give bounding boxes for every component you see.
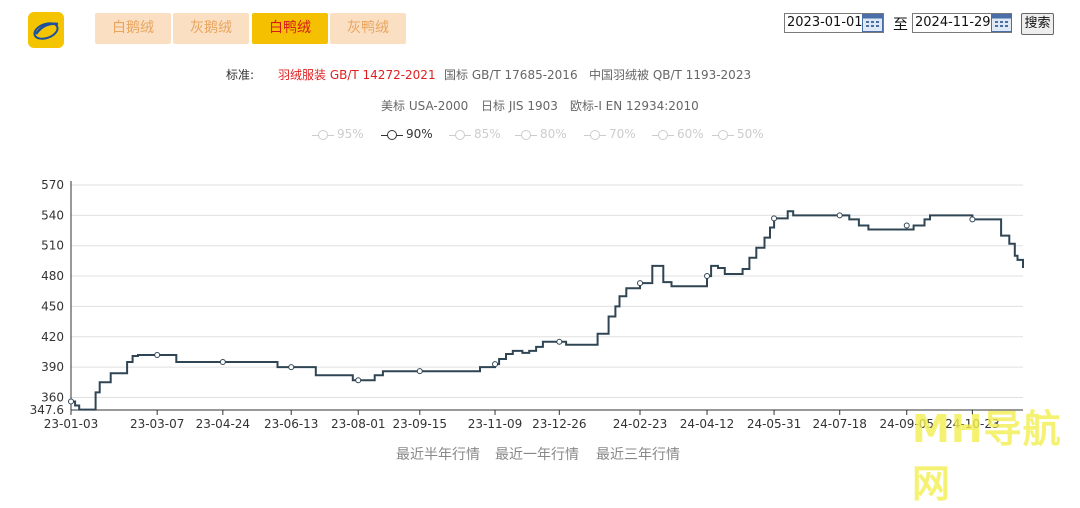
x-tick-label: 24-02-23 xyxy=(613,417,667,431)
category-tab[interactable]: 白鸭绒 xyxy=(252,13,328,44)
x-tick-label: 23-08-01 xyxy=(331,417,385,431)
series-line-90 xyxy=(71,210,1024,411)
data-point-marker xyxy=(219,359,226,366)
standard-link[interactable]: 欧标-I EN 12934:2010 xyxy=(570,99,699,113)
legend-item[interactable]: 95% xyxy=(312,127,364,141)
legend-label: 95% xyxy=(337,127,364,141)
legend-marker-icon xyxy=(584,129,606,141)
calendar-icon[interactable] xyxy=(991,14,1012,32)
legend-marker-icon xyxy=(449,129,471,141)
data-point-marker xyxy=(154,351,161,358)
range-half-year-link[interactable]: 最近半年行情 xyxy=(396,447,480,463)
y-tick-label: 450 xyxy=(41,299,64,313)
x-tick-label: 24-10-23 xyxy=(945,417,999,431)
x-tick-label: 23-01-03 xyxy=(44,417,98,431)
x-tick-label: 23-03-07 xyxy=(130,417,184,431)
legend-marker-icon xyxy=(515,129,537,141)
y-tick-label: 570 xyxy=(41,178,64,192)
category-tab[interactable]: 白鹅绒 xyxy=(95,13,171,44)
legend-label: 50% xyxy=(737,127,764,141)
data-point-marker xyxy=(704,273,711,280)
legend-label: 60% xyxy=(677,127,704,141)
data-point-marker xyxy=(771,215,778,222)
x-tick-label: 24-05-31 xyxy=(747,417,801,431)
legend-item[interactable]: 60% xyxy=(652,127,704,141)
data-point-marker xyxy=(836,212,843,219)
legend-item[interactable]: 70% xyxy=(584,127,636,141)
y-tick-label: 510 xyxy=(41,239,64,253)
standard-link[interactable]: 国标 GB/T 17685-2016 xyxy=(444,68,578,82)
category-tab[interactable]: 灰鸭绒 xyxy=(330,13,406,44)
legend-item[interactable]: 80% xyxy=(515,127,567,141)
data-point-marker xyxy=(903,222,910,229)
standard-link[interactable]: 美标 USA-2000 xyxy=(381,99,469,113)
x-tick-label: 24-04-12 xyxy=(680,417,734,431)
legend-item[interactable]: 90% xyxy=(381,127,433,141)
data-point-marker xyxy=(68,398,74,405)
y-tick-label: 360 xyxy=(41,390,64,404)
start-date-input[interactable]: 2023-01-01 xyxy=(784,13,884,33)
search-button[interactable]: 搜索 xyxy=(1021,13,1054,35)
category-tab[interactable]: 灰鹅绒 xyxy=(173,13,249,44)
legend-label: 85% xyxy=(474,127,501,141)
calendar-icon[interactable] xyxy=(862,14,883,32)
range-three-year-link[interactable]: 最近三年行情 xyxy=(596,447,680,463)
range-one-year-link[interactable]: 最近一年行情 xyxy=(495,447,579,463)
data-point-marker xyxy=(288,364,295,371)
legend-marker-icon xyxy=(312,129,334,141)
y-tick-label: 480 xyxy=(41,269,64,283)
date-range-separator: 至 xyxy=(893,15,909,33)
legend-label: 90% xyxy=(406,127,433,141)
data-point-marker xyxy=(637,280,644,287)
x-tick-label: 23-12-26 xyxy=(532,417,586,431)
legend-label: 80% xyxy=(540,127,567,141)
x-tick-label: 23-04-24 xyxy=(196,417,250,431)
standards-heading: 标准: xyxy=(226,68,255,82)
x-tick-label: 24-07-18 xyxy=(812,417,866,431)
legend-marker-icon xyxy=(712,129,734,141)
x-tick-label: 23-09-15 xyxy=(393,417,447,431)
y-tick-label: 347.6 xyxy=(30,403,64,417)
x-tick-label: 24-09-05 xyxy=(880,417,934,431)
data-point-marker xyxy=(416,368,423,375)
data-point-marker xyxy=(969,216,976,223)
watermark: MH导航网 xyxy=(912,407,1062,506)
data-point-marker xyxy=(556,338,563,345)
data-point-marker xyxy=(492,361,499,368)
standard-link[interactable]: 中国羽绒被 QB/T 1193-2023 xyxy=(589,68,752,82)
legend-marker-icon xyxy=(381,129,403,141)
y-tick-label: 390 xyxy=(41,360,64,374)
y-tick-label: 420 xyxy=(41,330,64,344)
legend-item[interactable]: 85% xyxy=(449,127,501,141)
standard-link[interactable]: 羽绒服装 GB/T 14272-2021 xyxy=(278,68,436,82)
legend-item[interactable]: 50% xyxy=(712,127,764,141)
brand-logo-icon[interactable] xyxy=(28,12,64,48)
legend-label: 70% xyxy=(609,127,636,141)
x-tick-label: 23-06-13 xyxy=(264,417,318,431)
standard-link[interactable]: 日标 JIS 1903 xyxy=(481,99,558,113)
y-tick-label: 540 xyxy=(41,208,64,222)
data-point-marker xyxy=(355,377,362,384)
x-tick-label: 23-11-09 xyxy=(468,417,522,431)
legend-marker-icon xyxy=(652,129,674,141)
